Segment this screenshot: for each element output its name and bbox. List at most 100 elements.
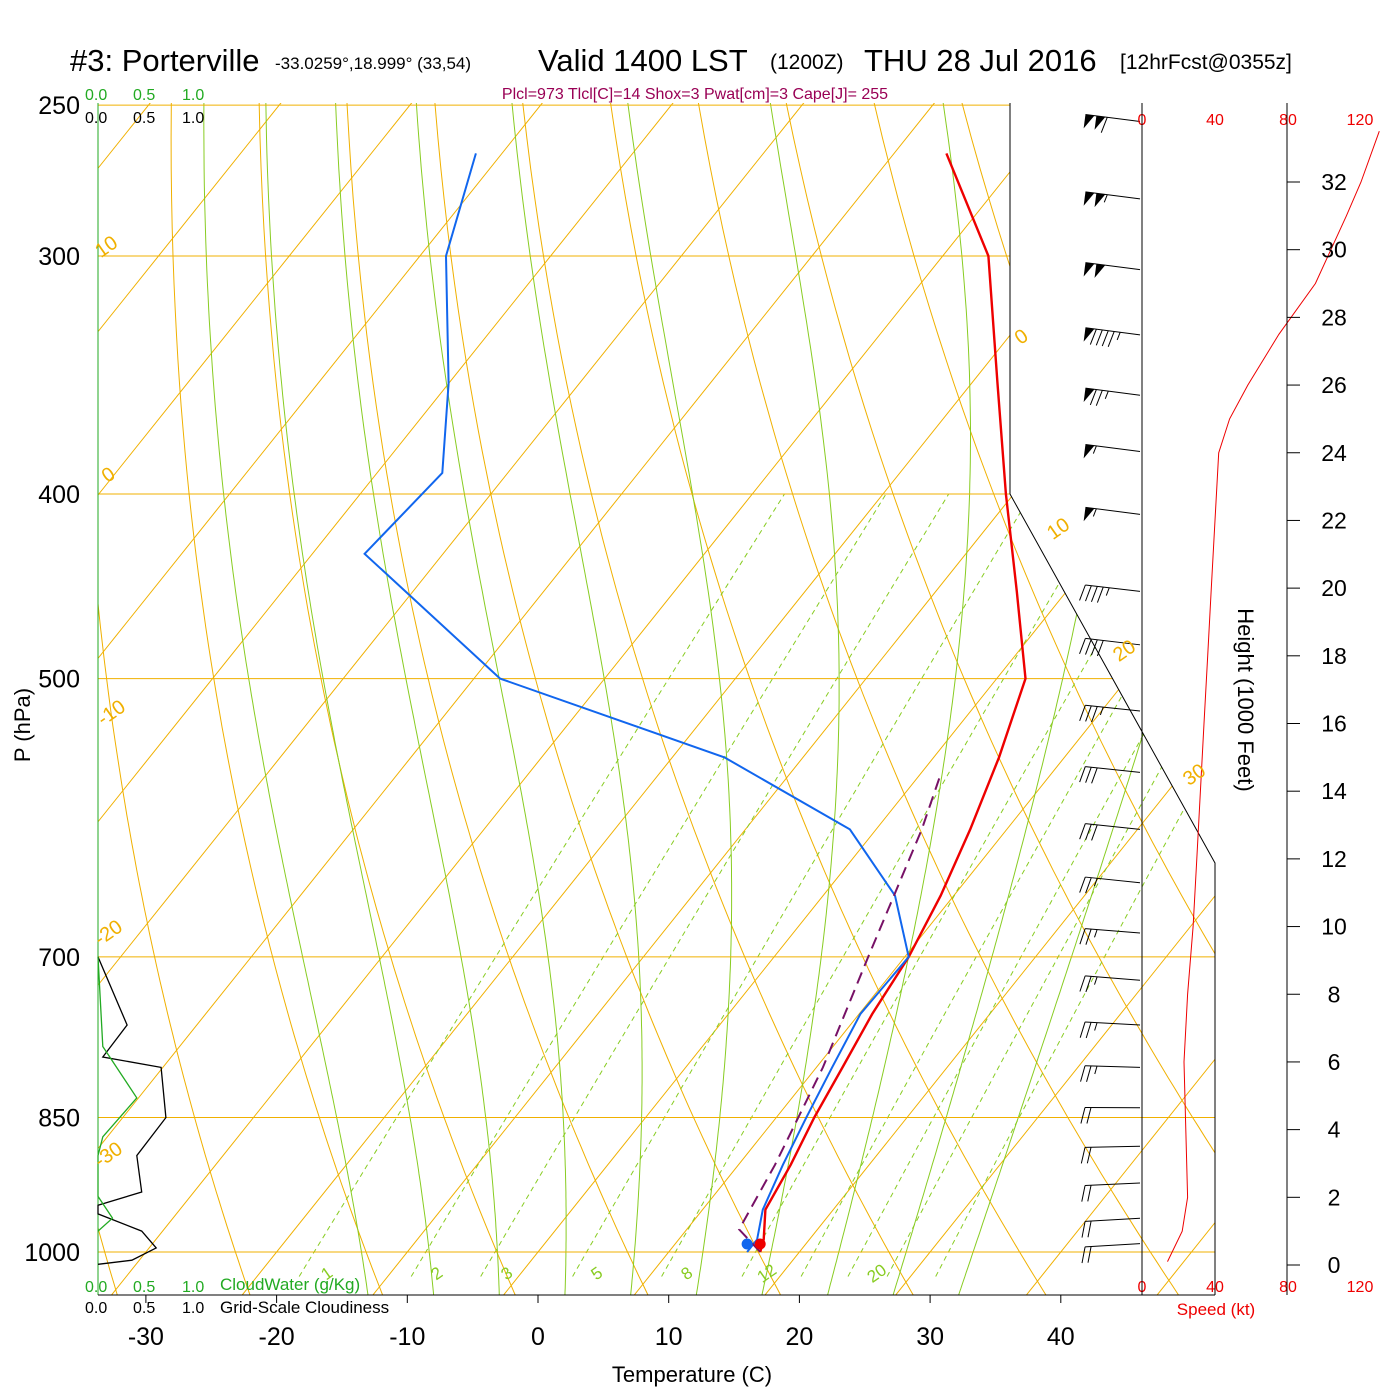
pressure-tick-label: 850 [38,1105,80,1133]
pressure-tick-labels: 250 300 400 500 700 850 1000 [24,92,80,1267]
wind-barb-full [1091,767,1098,784]
wind-barb-half [1094,1065,1098,1075]
isotherm [98,103,568,1295]
wind-barb-full [1101,330,1109,347]
isotherm [98,103,307,1295]
moist-adiabat [265,103,435,1295]
wind-barb-staff [1085,1217,1141,1222]
wind-barb [1081,1217,1141,1238]
moist-adiabat [334,103,500,1295]
pressure-tick-label: 700 [38,944,80,972]
isotherm [499,103,1215,1295]
mixing-ratio-line [847,493,1215,1277]
isotherm [98,103,699,1295]
dry-adiabat [518,103,917,1295]
isotherm [1021,103,1215,1295]
cl-bot-2: 1.0 [182,1300,204,1317]
speed-top-80: 80 [1279,112,1297,129]
stability-indices: Plcl=973 Tlcl[C]=14 Shox=3 Pwat[cm]=3 Ca… [502,86,888,103]
dry-adiabat [98,103,253,1295]
speed-profile [1167,131,1380,1262]
wind-barb-full [1089,389,1097,406]
wind-barb-full [1081,1185,1086,1202]
y-axis-label: P (hPa) [10,688,35,762]
temperature-tick-label: 40 [1047,1323,1075,1351]
height-tick-label: 4 [1328,1117,1341,1143]
mixing-ratio-labels: 1 2 3 5 8 12 20 [318,1260,891,1286]
wind-barb [1080,1106,1141,1124]
mixing-ratio-line [935,493,1215,1277]
height-tick-label: 22 [1321,507,1347,533]
wind-barb-full [1085,824,1092,840]
height-tick-label: 30 [1321,237,1347,263]
moist-adiabat-lines [203,103,1215,1295]
wind-barb-full [1085,928,1092,945]
cloud-profiles [97,956,167,1265]
isotherm-label: 10 [91,232,122,263]
mixing-ratio-line [800,493,1215,1277]
height-tick-label: 28 [1321,304,1347,330]
isotherm-label: -30 [90,1138,126,1173]
height-tick-label: 10 [1321,914,1347,940]
temperature-tick-label: 20 [785,1323,813,1351]
wind-barb-full [1080,1147,1086,1164]
wind-barb-staff [1085,387,1141,396]
mixing-ratio-label: 20 [864,1260,890,1286]
isotherm-label: 10 [1043,514,1074,545]
wind-barb-staff [1085,327,1141,336]
dry-adiabat [170,103,386,1295]
wind-barb-full [1080,1065,1086,1082]
speed-top-120: 120 [1347,112,1374,129]
wind-barb-full [1085,976,1092,993]
wind-barb [1083,443,1141,459]
temperature-tick-labels: -30 -20 -10 0 10 20 30 40 [128,1295,1075,1351]
wind-barb-full [1085,705,1092,722]
wind-barb-flag [1083,191,1095,206]
mixing-ratio-label: 5 [588,1263,607,1284]
pressure-tick-label: 500 [38,666,80,694]
dry-adiabat [432,103,784,1295]
height-tick-label: 14 [1321,778,1347,804]
wind-barb-flag [1083,507,1095,522]
temperature-line [759,152,1027,1253]
moist-adiabat [508,103,643,1295]
dry-adiabat [258,103,519,1295]
title-station: #3: Porterville [70,43,260,78]
wind-barb-full [1079,876,1086,893]
cloud-scale-top: 0.0 0.5 1.0 0.0 0.5 1.0 [85,87,204,127]
wind-barb-full [1096,586,1104,603]
wind-barb-full [1087,1246,1092,1263]
wind-barb-full [1090,639,1098,656]
wind-barb-full [1089,328,1097,345]
wind-barb [1083,262,1141,278]
speed-profile-line [1167,131,1380,1262]
moist-adiabat [825,103,971,1295]
wind-barb-full [1081,1221,1086,1238]
wind-barb-full [1087,1220,1092,1238]
mixing-ratio-line [480,493,950,1277]
cw-top-1: 0.5 [133,87,155,104]
wind-barb-staff [1085,113,1141,123]
wind-barb [1079,766,1141,784]
wind-barb-half [1116,332,1121,341]
wind-barb-staff [1085,262,1141,271]
dewpoint-line [363,153,910,1253]
parcel-line [737,771,943,1253]
wind-barb [1081,1243,1141,1264]
height-tick-label: 24 [1321,440,1347,466]
plot-frame [1009,103,1216,1295]
cloudiness-profile [97,956,167,1265]
temperature-tick-label: 10 [655,1323,683,1351]
wind-barb-staff [1085,823,1141,830]
wind-barb-staff [1085,876,1141,884]
wind-barb-staff [1085,506,1141,515]
height-tick-label: 26 [1321,372,1347,398]
wind-barb-full [1085,767,1092,783]
title-zulu: (1200Z) [770,51,844,74]
wind-barb-flag [1094,115,1106,130]
dry-adiabat [866,103,1215,1295]
wind-barb-full [1079,928,1086,945]
isotherm [760,103,1215,1295]
